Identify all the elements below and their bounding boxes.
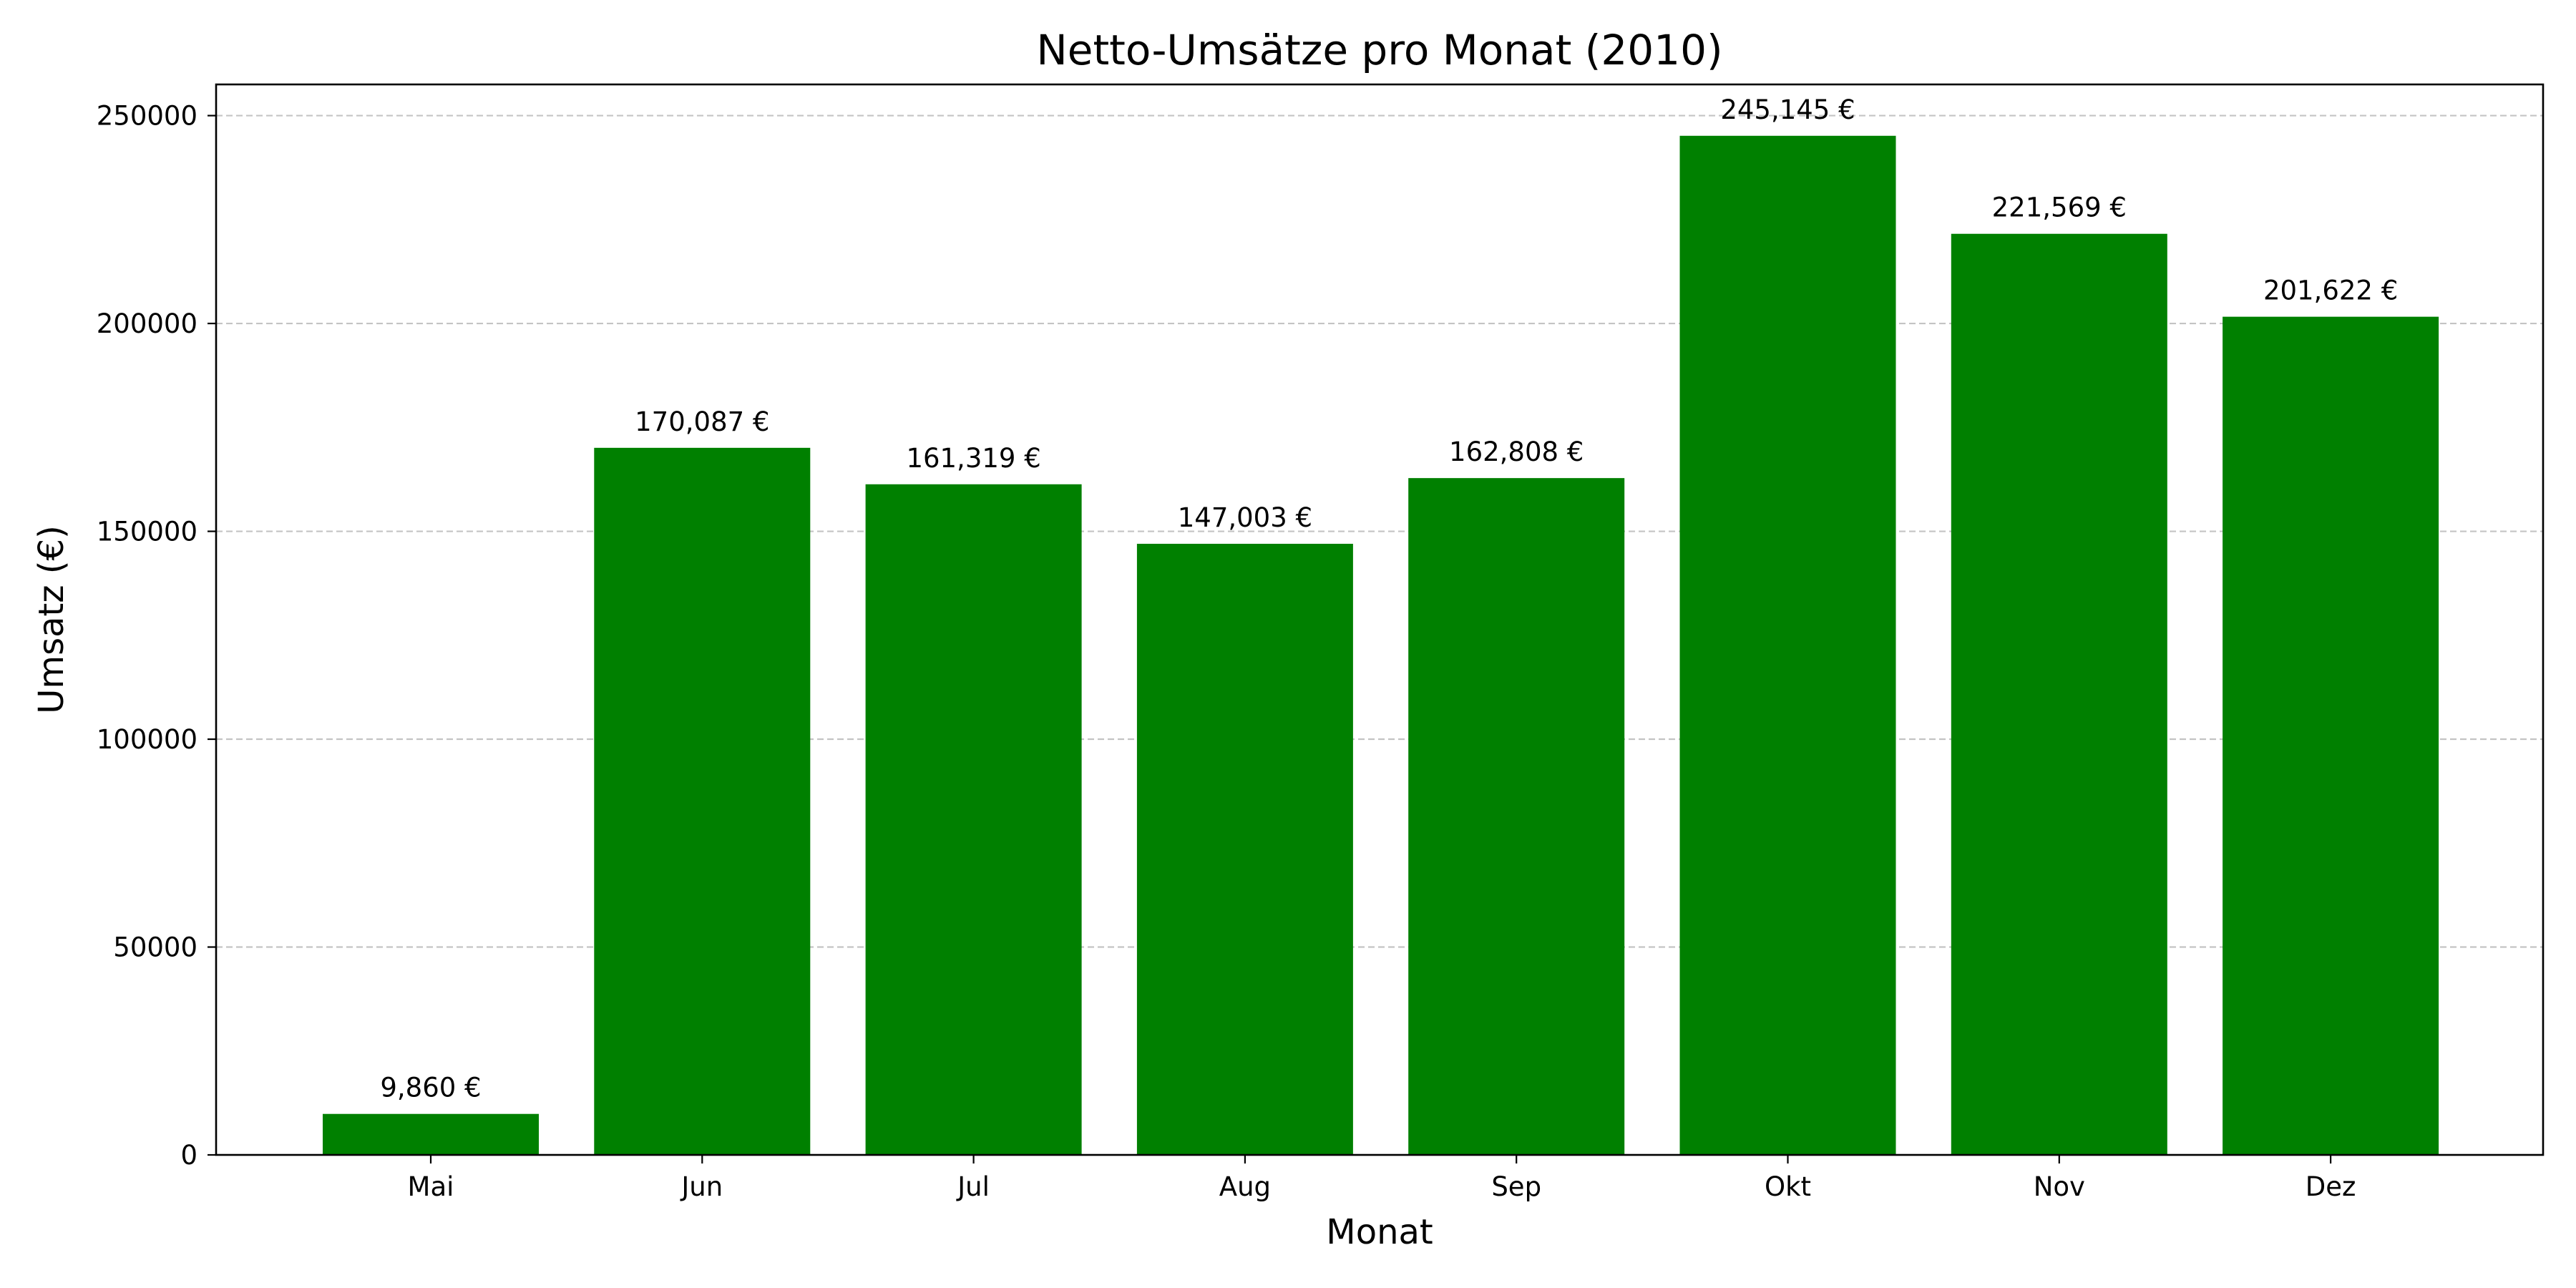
bar-jun <box>594 447 811 1155</box>
y-tick-label: 50000 <box>113 932 197 963</box>
bar-jul <box>865 484 1082 1155</box>
data-labels: 9,860 € 170,087 € 161,319 € 147,003 € 162,80… <box>380 94 2398 1103</box>
x-tick-label: Jul <box>956 1171 990 1202</box>
data-label: 147,003 € <box>1178 502 1312 533</box>
y-axis: 0 50000 100000 150000 200000 250000 <box>97 101 216 1171</box>
x-tick-label: Okt <box>1765 1171 1811 1202</box>
data-label: 9,860 € <box>380 1073 481 1103</box>
x-tick-label: Dez <box>2306 1171 2356 1202</box>
x-tick-label: Sep <box>1491 1171 1541 1202</box>
x-tick-label: Mai <box>408 1171 454 1202</box>
data-label: 162,808 € <box>1449 436 1584 467</box>
bar-mai <box>323 1113 539 1155</box>
bar-sep <box>1408 478 1625 1155</box>
data-label: 245,145 € <box>1720 94 1855 125</box>
bar-nov <box>1951 233 2167 1155</box>
y-axis-label: Umsatz (€) <box>31 525 72 714</box>
gridlines <box>216 114 2543 948</box>
y-tick-label: 200000 <box>97 308 197 339</box>
x-tick-label: Aug <box>1219 1171 1271 1202</box>
y-tick-label: 250000 <box>97 101 197 132</box>
y-tick-label: 0 <box>180 1140 197 1171</box>
x-tick-label: Nov <box>2034 1171 2085 1202</box>
bar-aug <box>1136 543 1353 1155</box>
bar-okt <box>1679 135 1896 1156</box>
data-label: 161,319 € <box>906 443 1040 474</box>
bars <box>323 135 2439 1156</box>
plot-area-frame <box>215 83 2545 1156</box>
data-label: 170,087 € <box>635 406 769 437</box>
y-tick-label: 100000 <box>97 724 197 755</box>
y-tick-label: 150000 <box>97 517 197 547</box>
data-label: 221,569 € <box>1992 192 2127 223</box>
chart-title: Netto-Umsätze pro Monat (2010) <box>1036 26 1722 74</box>
data-label: 201,622 € <box>2263 275 2398 306</box>
x-axis-label: Monat <box>1326 1212 1433 1252</box>
x-axis: Mai Jun Jul Aug Sep Okt Nov Dez <box>408 1155 2356 1202</box>
bar-dez <box>2223 316 2439 1156</box>
x-tick-label: Jun <box>680 1171 723 1202</box>
